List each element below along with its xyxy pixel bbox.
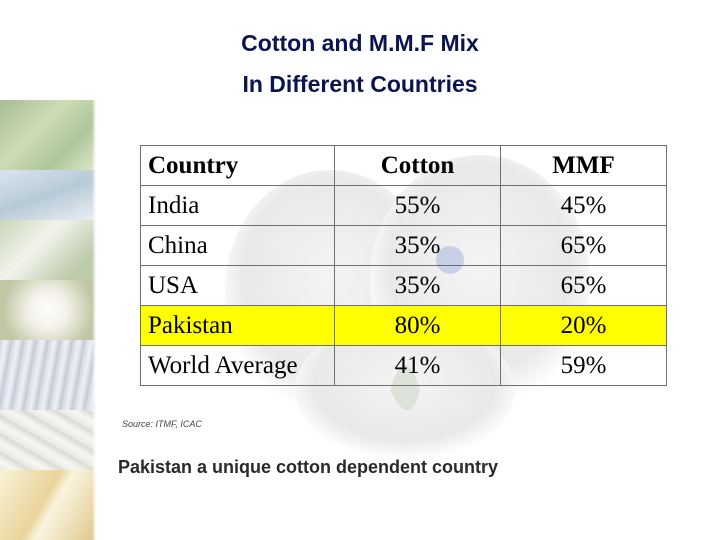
left-photo-strip (0, 100, 96, 540)
country-cell: Pakistan (140, 305, 335, 346)
table-row-highlighted: Pakistan 80% 20% (140, 305, 667, 346)
cotton-boll-photo (0, 280, 96, 340)
source-note: Source: ITMF, ICAC (122, 419, 202, 429)
tagline: Pakistan a unique cotton dependent count… (118, 457, 499, 477)
header-country: Country (140, 145, 335, 186)
mmf-cell: 65% (500, 265, 667, 306)
cotton-cell: 35% (334, 265, 501, 306)
header-cotton: Cotton (334, 145, 501, 186)
mmf-cell: 59% (500, 345, 667, 386)
cotton-field-photo (0, 100, 96, 170)
table-row: World Average 41% 59% (140, 345, 667, 386)
cotton-plant-photo (0, 220, 96, 280)
mmf-cell: 45% (500, 185, 667, 226)
cotton-cell: 41% (334, 345, 501, 386)
country-cell: India (140, 185, 335, 226)
cotton-cell: 80% (334, 305, 501, 346)
slide-subtitle: In Different Countries (242, 71, 478, 97)
cotton-mmf-table: Country Cotton MMF India 55% 45% China 3… (140, 145, 667, 386)
table-header-row: Country Cotton MMF (140, 145, 667, 186)
table-row: China 35% 65% (140, 225, 667, 266)
cotton-pile-photo (0, 340, 96, 410)
crop-duster-photo (0, 170, 96, 220)
table-row: USA 35% 65% (140, 265, 667, 306)
country-cell: USA (140, 265, 335, 306)
country-cell: China (140, 225, 335, 266)
cotton-bales-photo (0, 410, 96, 470)
mmf-cell: 20% (500, 305, 667, 346)
gold-bar-photo (0, 470, 96, 540)
table-row: India 55% 45% (140, 185, 667, 226)
mmf-cell: 65% (500, 225, 667, 266)
header-mmf: MMF (500, 145, 667, 186)
cotton-cell: 35% (334, 225, 501, 266)
cotton-cell: 55% (334, 185, 501, 226)
slide-title: Cotton and M.M.F Mix (241, 30, 479, 56)
country-cell: World Average (140, 345, 335, 386)
